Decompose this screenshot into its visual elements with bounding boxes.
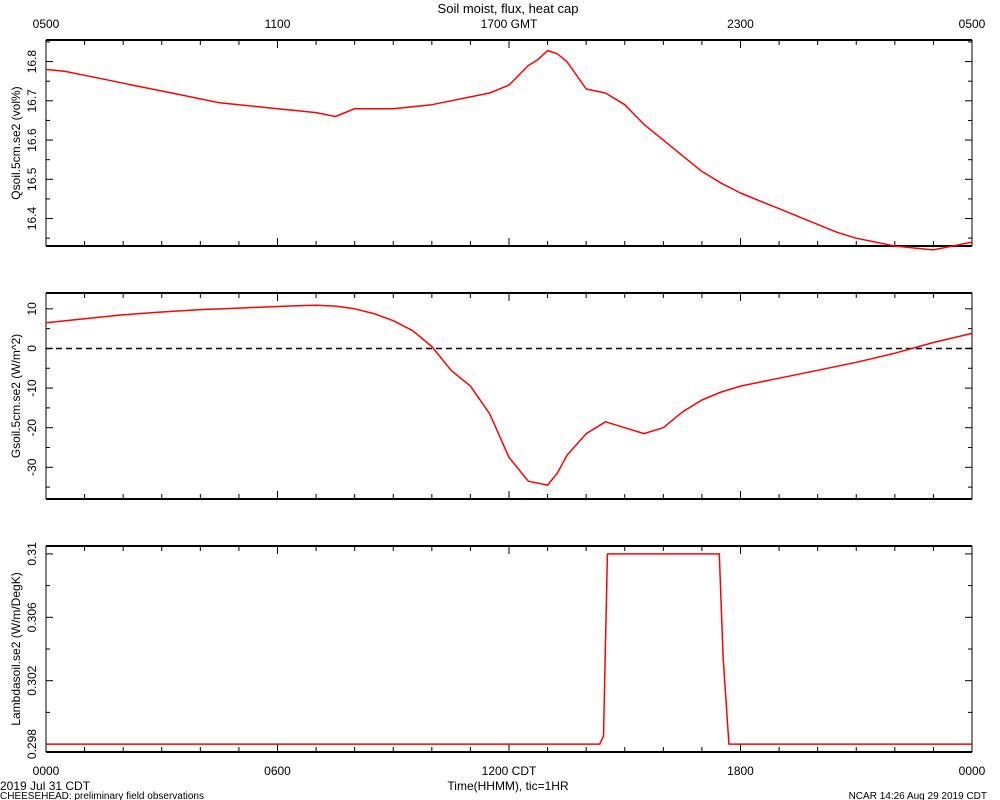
chart-title: Soil moist, flux, heat cap [438, 1, 579, 16]
x-axis-label: Time(HHMM), tic=1HR [447, 779, 569, 793]
panel-soil-heat-flux: -30 -20 -10 0 10 Gsoil.5cm.se2 (W/m^2) [9, 292, 973, 500]
series-line [45, 304, 973, 486]
y-tick-label: 16.6 [25, 128, 39, 152]
y-tick-label: 0.306 [25, 602, 39, 632]
bottom-time-axis: 0000 0600 1200 CDT 1800 0000 [33, 764, 986, 778]
top-time-axis: 0500 1100 1700 GMT 2300 0500 [33, 17, 986, 31]
y-axis-label: Lambdasoil.se2 (W/m/DegK) [9, 572, 23, 725]
y-tick-label: 0.31 [25, 542, 39, 566]
y-tick-label: 0.298 [25, 729, 39, 759]
project-label: CHEESEHEAD: preliminary field observatio… [0, 791, 204, 800]
top-tick-label: 1700 GMT [481, 17, 538, 31]
bottom-tick-label: 1800 [727, 764, 754, 778]
series-line [45, 49, 973, 251]
y-tick-label: 10 [25, 302, 39, 316]
bottom-tick-label: 0000 [33, 764, 60, 778]
y-tick-label: -30 [25, 458, 39, 476]
top-tick-label: 2300 [727, 17, 754, 31]
top-tick-label: 0500 [959, 17, 986, 31]
series-line [46, 553, 972, 745]
bottom-tick-label: 0600 [264, 764, 291, 778]
y-tick-label: -10 [25, 379, 39, 397]
y-tick-label: 0 [25, 345, 39, 352]
y-tick-label: -20 [25, 419, 39, 437]
bottom-tick-label: 0000 [959, 764, 986, 778]
date-label: 2019 Jul 31 CDT [0, 779, 91, 793]
bottom-tick-label: 1200 CDT [482, 764, 537, 778]
y-axis-label: Gsoil.5cm.se2 (W/m^2) [9, 334, 23, 458]
y-tick-label: 16.7 [25, 89, 39, 113]
y-tick-label: 16.5 [25, 167, 39, 191]
top-tick-label: 0500 [33, 17, 60, 31]
top-tick-label: 1100 [265, 17, 291, 31]
y-tick-label: 0.302 [25, 665, 39, 695]
credit-label: NCAR 14:26 Aug 29 2019 CDT [849, 791, 987, 800]
y-axis-label: Qsoil.5cm.se2 (vol%) [9, 86, 23, 199]
y-tick-label: 16.4 [25, 207, 39, 231]
y-tick-label: 16.8 [25, 50, 39, 74]
